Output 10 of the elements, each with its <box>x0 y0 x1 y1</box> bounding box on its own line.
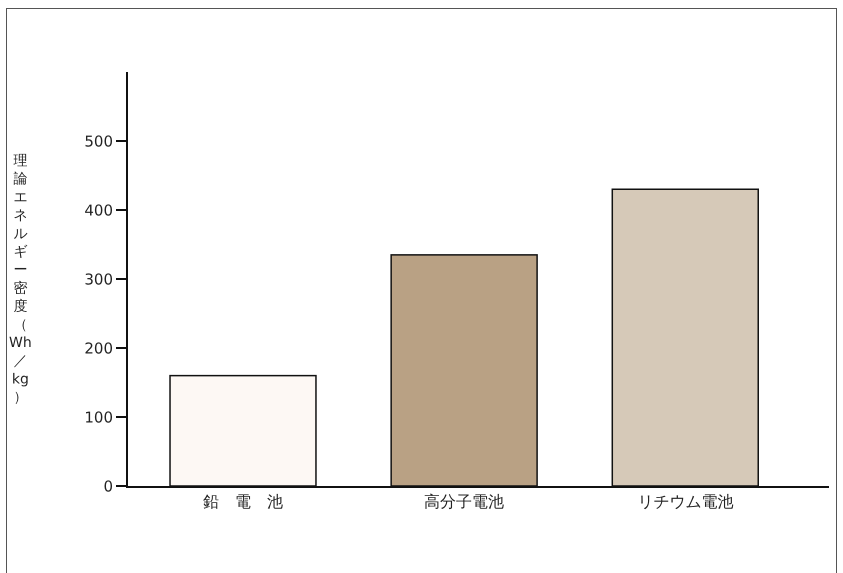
y-tick-label: 300 <box>84 270 113 288</box>
text: 理論エネルギー密度（Wh／kg） <box>9 153 32 406</box>
y-tick-label: 0 <box>103 477 113 496</box>
y-tick-label: 200 <box>84 339 113 358</box>
y-tick-label: 500 <box>84 132 113 150</box>
y-tick-label: 100 <box>84 408 113 426</box>
x-tick-label: 高分子電池 <box>424 492 504 512</box>
x-tick-label: リチウム電池 <box>637 492 734 512</box>
x-tick-label: 鉛 電 池 <box>202 492 283 512</box>
y-tick-label: 400 <box>84 201 113 220</box>
